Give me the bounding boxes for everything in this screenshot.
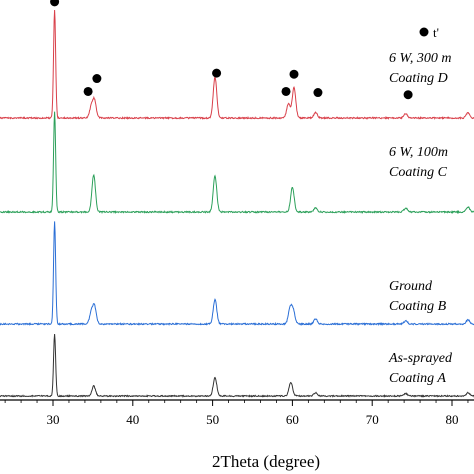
series-label-2-line-1: 6 W, 100m <box>389 145 448 160</box>
x-axis-title: 2Theta (degree) <box>212 452 320 471</box>
x-tick-label-30: 30 <box>47 412 60 427</box>
legend-marker-icon <box>419 27 429 37</box>
legend: t' <box>419 25 439 40</box>
peak-marker-layer <box>50 0 413 100</box>
series-label-3-line-1: Ground <box>389 279 433 294</box>
x-tick-label-40: 40 <box>126 412 139 427</box>
x-tick-label-80: 80 <box>446 412 459 427</box>
peak-marker-icon <box>313 88 323 98</box>
series-line-4 <box>0 333 474 398</box>
x-tick-label-60: 60 <box>286 412 299 427</box>
legend-label: t' <box>433 25 439 40</box>
x-axis: 30 40 50 60 70 80 <box>0 399 474 427</box>
peak-marker-icon <box>289 69 299 79</box>
series-label-4-line-2: Coating A <box>389 371 446 386</box>
peak-marker-icon <box>281 86 291 96</box>
series-label-1-line-1: 6 W, 300 m <box>389 51 452 66</box>
x-tick-label-70: 70 <box>366 412 379 427</box>
peak-marker-icon <box>92 74 102 84</box>
peak-marker-icon <box>50 0 60 7</box>
peak-marker-icon <box>403 90 413 100</box>
series-line-1 <box>0 10 474 120</box>
series-label-2-line-2: Coating C <box>389 165 448 180</box>
peak-marker-icon <box>83 86 93 96</box>
series-label-4-line-1: As-sprayed <box>388 351 453 366</box>
series-label-3-line-2: Coating B <box>389 299 447 314</box>
series-line-2 <box>0 111 474 215</box>
series-line-3 <box>0 221 474 327</box>
series-label-layer: 6 W, 300 m Coating D 6 W, 100m Coating C Gro… <box>388 51 453 386</box>
peak-marker-icon <box>212 68 222 78</box>
x-tick-label-50: 50 <box>206 412 219 427</box>
series-label-1-line-2: Coating D <box>389 71 448 86</box>
series-layer <box>0 10 474 398</box>
